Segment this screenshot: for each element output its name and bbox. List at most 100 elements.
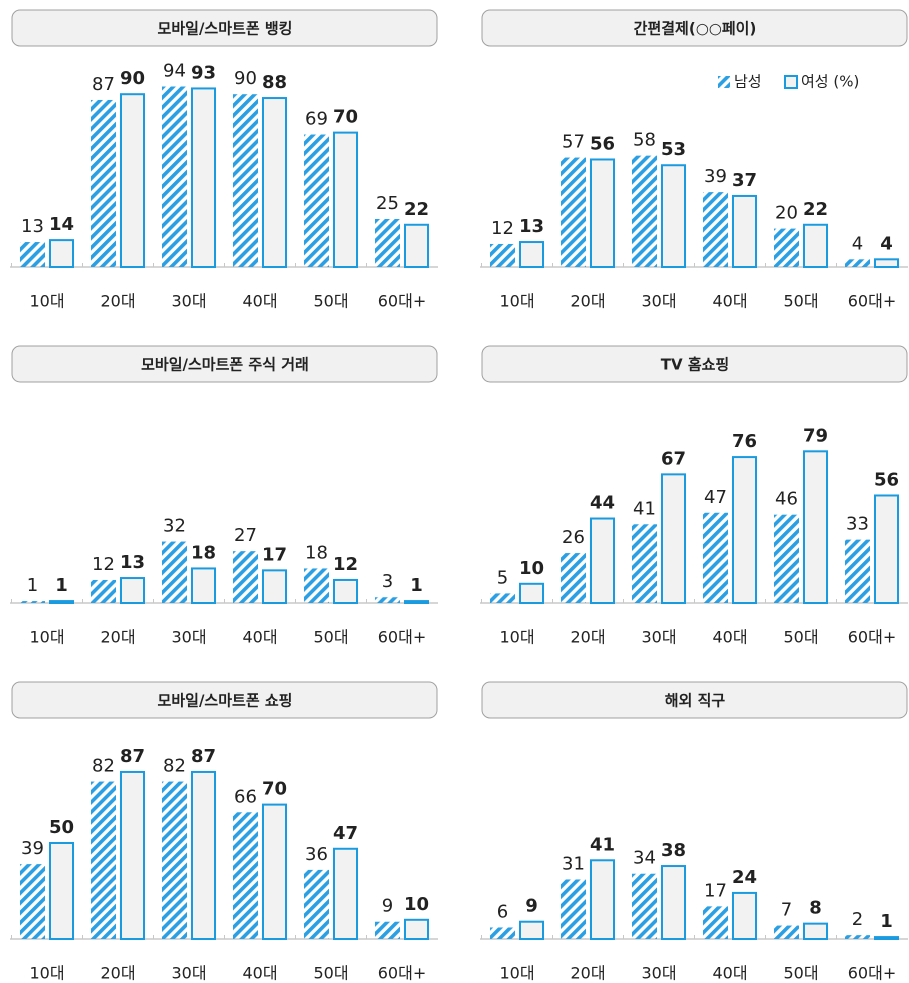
bar-male [20, 601, 45, 603]
bar-male [490, 593, 515, 603]
value-label: 41 [590, 834, 615, 855]
value-label: 20 [775, 203, 798, 224]
value-label: 22 [803, 199, 828, 220]
value-label: 22 [404, 199, 429, 220]
x-tick-label: 40대 [242, 964, 277, 983]
bar-female [191, 87, 216, 268]
value-label: 5 [497, 567, 508, 588]
value-label: 1 [410, 575, 423, 596]
legend-swatch-male [718, 76, 730, 88]
bar-female [404, 223, 429, 268]
x-tick-label: 10대 [499, 964, 534, 983]
bar-male [845, 539, 870, 603]
value-label: 32 [163, 516, 186, 537]
bar-female [732, 456, 757, 604]
value-label: 4 [880, 233, 893, 254]
value-label: 27 [234, 525, 257, 546]
bar-male [561, 879, 586, 939]
bar-female [874, 936, 899, 941]
value-label: 25 [376, 193, 399, 214]
bar-female [262, 569, 287, 604]
bar-male [632, 524, 657, 603]
bar-male [774, 514, 799, 603]
bar-male [703, 906, 728, 939]
value-label: 18 [191, 542, 216, 563]
bar-male [375, 597, 400, 603]
value-label: 57 [562, 132, 585, 153]
x-tick-label: 30대 [171, 964, 206, 983]
bar-female [49, 600, 74, 605]
bar-male [162, 86, 187, 268]
value-label: 3 [382, 571, 393, 592]
x-tick-label: 60대+ [378, 964, 427, 983]
value-label: 9 [525, 896, 538, 917]
bar-female [590, 517, 615, 605]
bar-male [632, 873, 657, 939]
legend-label: 여성 (%) [801, 73, 859, 91]
x-tick-label: 10대 [29, 292, 64, 311]
x-tick-label: 40대 [242, 292, 277, 311]
value-label: 10 [519, 558, 544, 579]
bar-male [561, 157, 586, 267]
x-tick-label: 30대 [641, 628, 676, 647]
x-tick-label: 30대 [171, 628, 206, 647]
x-tick-label: 10대 [499, 292, 534, 311]
title-box [481, 345, 908, 383]
x-tick-label: 50대 [783, 628, 818, 647]
x-tick-label: 30대 [171, 292, 206, 311]
bar-female [803, 922, 828, 941]
title-box [481, 9, 908, 47]
bar-male [375, 219, 400, 267]
value-label: 17 [704, 880, 727, 901]
chart-title: 해외 직구 [665, 692, 726, 710]
bar-female [49, 239, 74, 268]
bar-male [233, 551, 258, 603]
bar-female [874, 494, 899, 605]
legend-swatch-female [784, 75, 798, 89]
value-label: 67 [661, 448, 686, 469]
value-label: 76 [732, 431, 757, 452]
bar-female [803, 450, 828, 604]
bar-female [49, 842, 74, 940]
bar-female [519, 582, 544, 604]
bar-female [661, 865, 686, 940]
chart-title: 모바일/스마트폰 주식 거래 [141, 356, 309, 374]
x-tick-label: 20대 [570, 292, 605, 311]
bar-male [91, 99, 116, 268]
value-label: 37 [732, 170, 757, 191]
value-label: 70 [333, 107, 358, 128]
value-label: 9 [382, 896, 393, 917]
bar-male [91, 579, 116, 603]
value-label: 34 [633, 848, 656, 869]
bar-male [774, 228, 799, 267]
x-tick-label: 50대 [783, 292, 818, 311]
value-label: 12 [333, 554, 358, 575]
bar-male [20, 242, 45, 267]
x-tick-label: 50대 [783, 964, 818, 983]
value-label: 13 [120, 552, 145, 573]
value-label: 44 [590, 493, 615, 514]
x-tick-label: 20대 [100, 292, 135, 311]
bar-female [590, 859, 615, 941]
bar-male [233, 94, 258, 267]
bar-male [845, 259, 870, 267]
x-tick-label: 20대 [100, 628, 135, 647]
value-label: 2 [852, 909, 863, 930]
value-label: 38 [661, 840, 686, 861]
value-label: 47 [333, 823, 358, 844]
bar-male [632, 155, 657, 267]
value-label: 4 [852, 233, 863, 254]
value-label: 1 [27, 575, 38, 596]
x-tick-label: 60대+ [378, 292, 427, 311]
bar-male [20, 864, 45, 939]
value-label: 13 [519, 216, 544, 237]
bar-female [874, 258, 899, 269]
value-label: 90 [120, 68, 145, 89]
value-label: 50 [49, 817, 74, 838]
x-tick-label: 20대 [570, 964, 605, 983]
x-tick-label: 50대 [313, 964, 348, 983]
x-tick-label: 10대 [499, 628, 534, 647]
x-tick-label: 60대+ [378, 628, 427, 647]
value-label: 66 [234, 786, 257, 807]
